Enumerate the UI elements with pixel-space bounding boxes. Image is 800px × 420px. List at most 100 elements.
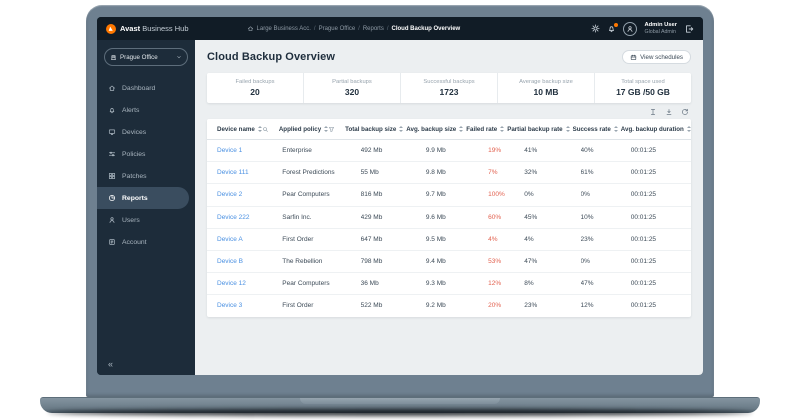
filter-icon[interactable] [328,126,335,133]
table-body: Device 1 Enterprise 492 Mb 9.9 Mb 19% 41… [207,140,691,317]
cell-applied-policy: Pear Computers [282,191,330,199]
backup-report-table: Device name Applied policy Total backup [207,119,691,317]
stat-label: Failed backups [235,79,275,85]
site-selector-value: Prague Office [120,53,158,61]
sidebar-item-policies[interactable]: Policies [97,143,195,165]
table-row[interactable]: Device B The Rebellion 798 Mb 9.4 Mb 53%… [207,251,691,274]
topbar-actions: Admin User Global Admin [591,21,694,36]
table-row[interactable]: Device 111 Forest Predictions 55 Mb 9.8 … [207,162,691,185]
home-icon[interactable] [247,25,254,32]
cell-applied-policy: Sarfin Inc. [282,213,312,221]
cell-success-rate: 40% [580,147,594,155]
table-row[interactable]: Device 2 Pear Computers 816 Mb 9.7 Mb 10… [207,184,691,207]
summary-stats-bar: Failed backups 20 Partial backups 320 Su… [207,73,691,103]
stat-label: Partial backups [332,79,372,85]
column-header-success-rate[interactable]: Success rate [573,126,621,133]
cell-avg-backup-duration: 00:01:25 [630,213,657,221]
sort-icon[interactable] [613,126,618,132]
sidebar-item-dashboard[interactable]: Dashboard [97,77,195,99]
gear-icon[interactable] [591,24,600,33]
cell-partial-backup-rate: 45% [524,213,538,221]
alerts-bell-icon [109,108,115,114]
column-header-avg-backup-size[interactable]: Avg. backup size [406,126,466,133]
notifications-button[interactable] [607,22,618,33]
sort-icon[interactable] [565,126,570,132]
page-title: Cloud Backup Overview [207,51,336,63]
breadcrumb-item[interactable]: Reports [362,25,384,32]
users-icon [109,217,115,223]
cell-total-backup-size: 55 Mb [360,169,379,177]
search-icon[interactable] [262,126,269,133]
avatar[interactable] [623,21,638,36]
cell-failed-rate: 20% [488,302,502,310]
laptop-bezel: Avast Business Hub Large Business Acc. /… [86,5,714,397]
sliders-icon [108,151,116,157]
cell-total-backup-size: 429 Mb [360,213,383,221]
stat-value: 320 [344,87,360,97]
table-row[interactable]: Device A First Order 647 Mb 9.5 Mb 4% 4%… [207,229,691,251]
sidebar-item-users[interactable]: Users [97,209,195,231]
sidebar-item-reports[interactable]: Reports [97,187,189,209]
column-header-partial-backup-rate[interactable]: Partial backup rate [507,126,572,133]
brand-name: Avast Business Hub [120,24,189,33]
table-row[interactable]: Device 222 Sarfin Inc. 429 Mb 9.6 Mb 60%… [207,207,691,229]
topbar: Avast Business Hub Large Business Acc. /… [97,17,703,40]
reports-pie-icon [108,194,116,202]
stat-total-space-used: Total space used 17 GB /50 GB [594,73,691,103]
refresh-icon[interactable] [681,108,689,116]
column-header-total-backup-size[interactable]: Total backup size [345,126,406,133]
device-link[interactable]: Device A [217,235,243,243]
sidebar-item-devices[interactable]: Devices [97,121,195,143]
column-header-failed-rate[interactable]: Failed rate [466,126,507,133]
sidebar-item-account[interactable]: Account [97,231,195,253]
building-icon [111,54,116,60]
device-link[interactable]: Device 12 [217,280,246,288]
logout-icon[interactable] [684,24,694,34]
device-link[interactable]: Device 111 [217,169,249,177]
breadcrumb-separator: / [386,25,389,32]
cell-total-backup-size: 798 Mb [360,258,383,266]
breadcrumb-current: Cloud Backup Overview [391,25,461,32]
sort-icon[interactable] [459,126,464,132]
download-icon[interactable] [665,108,673,116]
breadcrumb-separator: / [313,25,316,32]
stat-label: Successful backups [423,79,475,85]
cell-avg-backup-size: 9.3 Mb [425,280,446,288]
sidebar-item-alerts[interactable]: Alerts [97,99,195,121]
column-width-icon[interactable] [649,108,657,116]
sidebar-item-patches[interactable]: Patches [97,165,195,187]
cell-partial-backup-rate: 47% [524,258,538,266]
main-header: Cloud Backup Overview View schedules [195,40,703,73]
sort-icon[interactable] [257,126,262,132]
column-header-device-name[interactable]: Device name [207,126,279,133]
device-link[interactable]: Device 222 [217,213,250,221]
sort-icon[interactable] [324,126,329,132]
sort-icon[interactable] [686,126,691,132]
cell-partial-backup-rate: 23% [524,302,538,310]
device-link[interactable]: Device 2 [217,191,243,199]
column-header-applied-policy[interactable]: Applied policy [279,126,345,133]
device-link[interactable]: Device 1 [217,147,243,155]
table-row[interactable]: Device 1 Enterprise 492 Mb 9.9 Mb 19% 41… [207,140,691,163]
stat-value: 10 MB [533,87,559,97]
laptop-shadow [48,409,752,416]
cell-avg-backup-size: 9.2 Mb [425,302,446,310]
user-menu[interactable]: Admin User Global Admin [644,22,677,35]
cell-total-backup-size: 522 Mb [360,302,383,310]
device-link[interactable]: Device B [217,258,244,266]
sort-icon[interactable] [399,126,404,132]
cell-success-rate: 23% [580,235,594,243]
sidebar-collapse-button[interactable]: « [108,359,114,369]
sort-icon[interactable] [500,126,505,132]
breadcrumb-item[interactable]: Prague Office [318,25,356,32]
table-row[interactable]: Device 12 Pear Computers 36 Mb 9.3 Mb 12… [207,273,691,296]
table-row[interactable]: Device 3 First Order 522 Mb 9.2 Mb 20% 2… [207,295,691,316]
view-schedules-button[interactable]: View schedules [622,50,691,64]
site-selector-dropdown[interactable]: Prague Office [104,48,188,66]
sidebar-item-label: Alerts [122,106,140,114]
cell-failed-rate: 4% [488,235,498,243]
breadcrumb-item[interactable]: Large Business Acc. [256,25,311,32]
cell-avg-backup-size: 9.4 Mb [425,258,446,266]
device-link[interactable]: Device 3 [217,302,243,310]
column-header-avg-backup-duration[interactable]: Avg. backup duration [621,126,694,133]
